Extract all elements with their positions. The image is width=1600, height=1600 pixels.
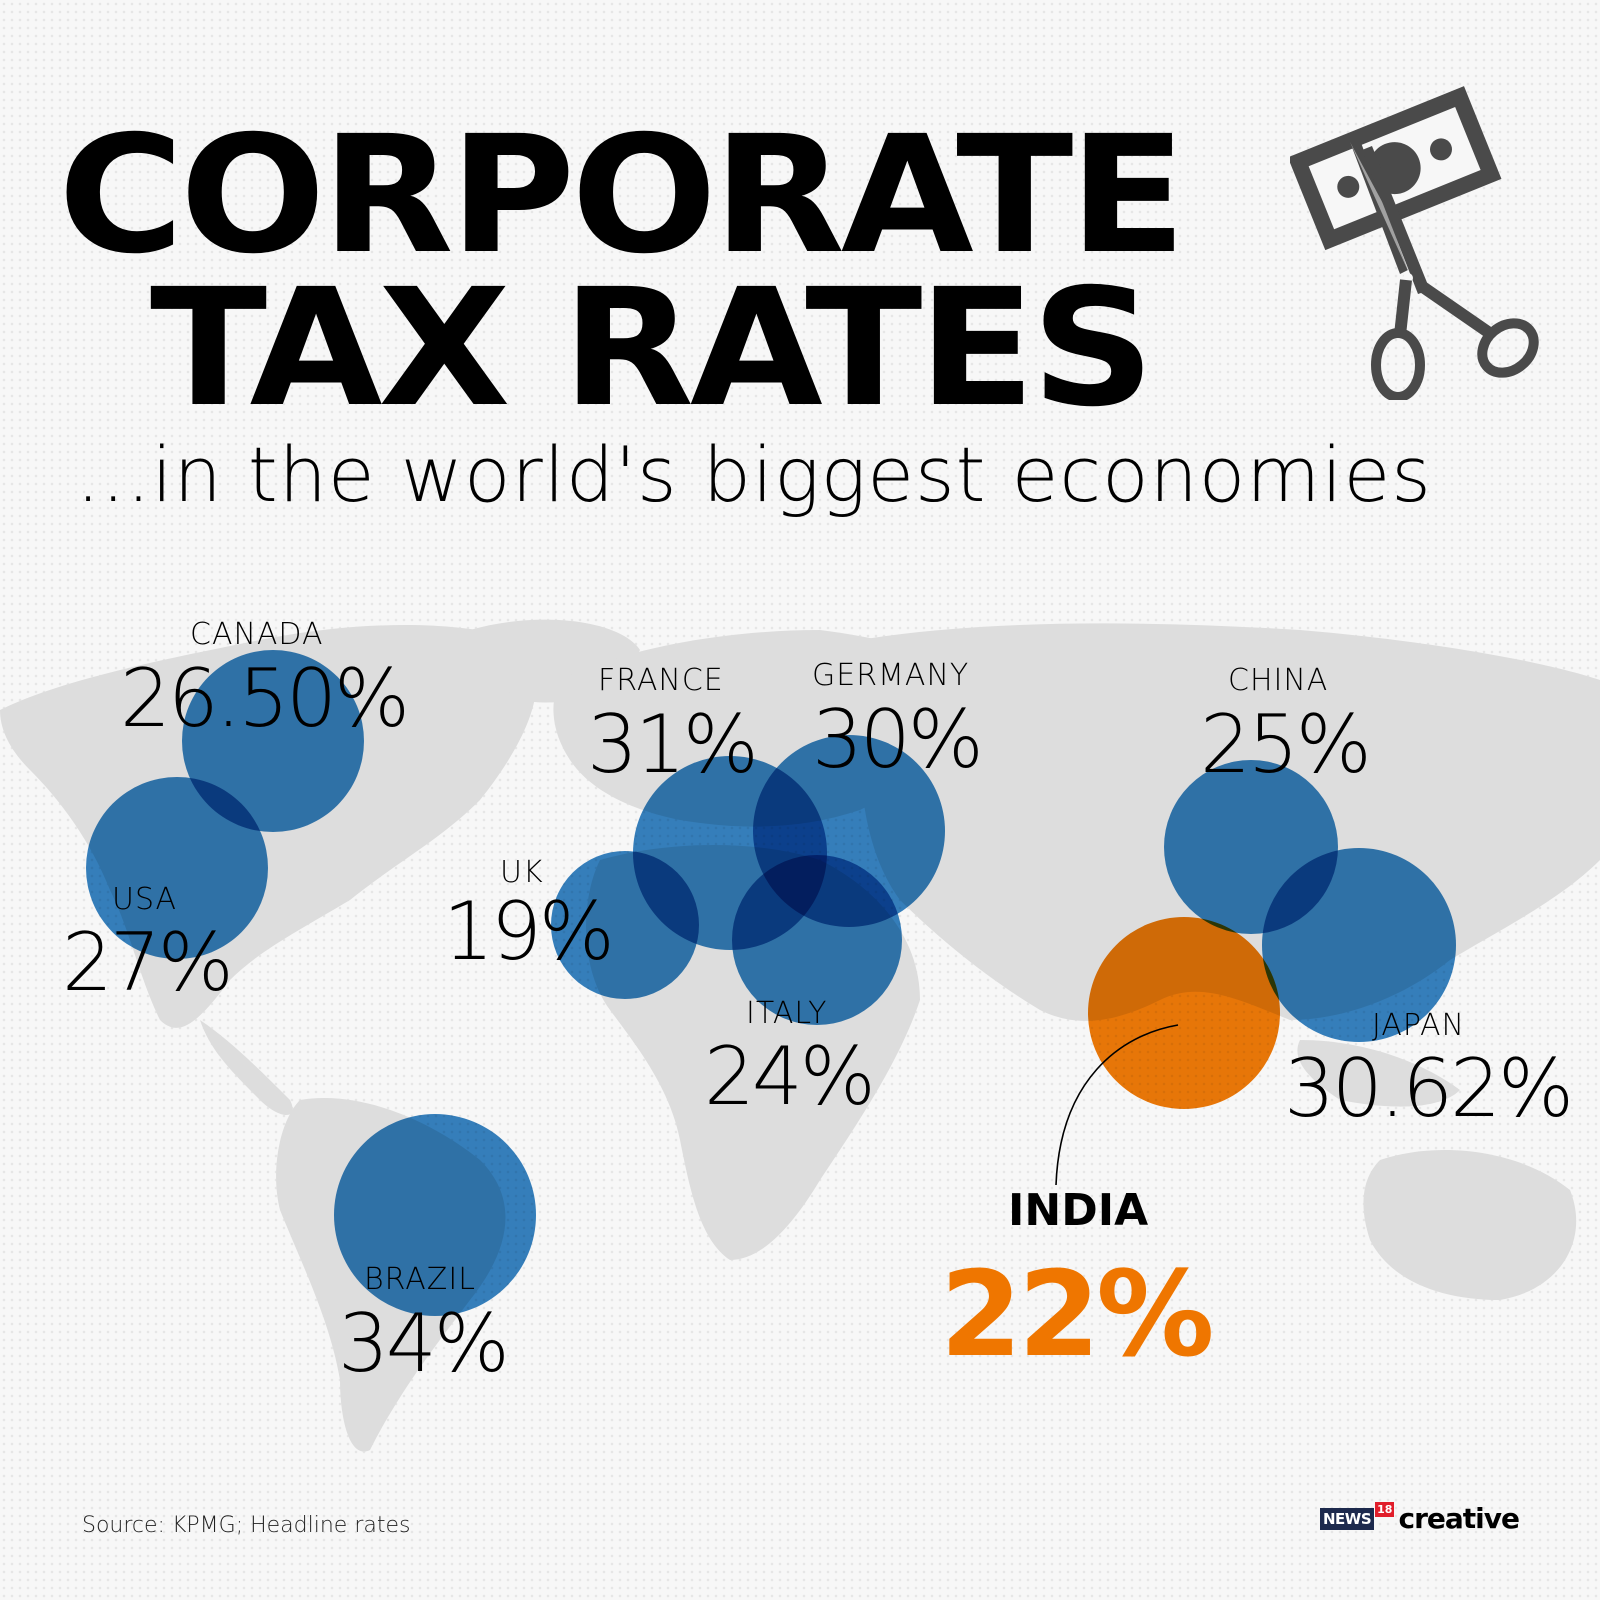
label-brazil-name: BRAZIL bbox=[364, 1262, 476, 1297]
title-line-2: TAX RATES bbox=[150, 255, 1155, 443]
label-uk-rate: 19% bbox=[443, 885, 615, 978]
bubble-usa[interactable] bbox=[86, 777, 268, 959]
label-germany-name: GERMANY bbox=[812, 658, 970, 693]
label-uk-name: UK bbox=[500, 855, 544, 890]
label-india-rate: 22% bbox=[940, 1245, 1214, 1383]
label-canada-name: CANADA bbox=[190, 617, 324, 652]
subtitle: ...in the world's biggest economies bbox=[76, 430, 1432, 519]
title-line-1: CORPORATE bbox=[58, 102, 1186, 290]
label-italy-name: ITALY bbox=[746, 996, 828, 1031]
logo-news-text: NEWS bbox=[1320, 1507, 1375, 1530]
label-china-rate: 25% bbox=[1200, 698, 1372, 791]
bubble-brazil[interactable] bbox=[334, 1114, 536, 1316]
label-italy-rate: 24% bbox=[704, 1030, 876, 1123]
label-france-rate: 31% bbox=[587, 698, 759, 791]
label-brazil-rate: 34% bbox=[338, 1297, 510, 1390]
bubble-japan[interactable] bbox=[1262, 848, 1456, 1042]
label-germany-rate: 30% bbox=[812, 693, 984, 786]
bubble-india[interactable] bbox=[1088, 917, 1280, 1109]
india-callout-line bbox=[1055, 1024, 1179, 1186]
logo-18-badge: 18 bbox=[1375, 1502, 1395, 1517]
label-canada-rate: 26.50% bbox=[120, 652, 410, 745]
label-india-name: INDIA bbox=[1008, 1185, 1149, 1236]
label-china-name: CHINA bbox=[1228, 663, 1329, 698]
label-france-name: FRANCE bbox=[598, 663, 724, 698]
label-usa-rate: 27% bbox=[62, 916, 234, 1009]
label-japan-rate: 30.62% bbox=[1284, 1042, 1574, 1135]
news18-creative-logo: NEWS 18 creative bbox=[1320, 1502, 1520, 1535]
label-usa-name: USA bbox=[112, 882, 178, 917]
bubble-italy[interactable] bbox=[732, 855, 902, 1025]
logo-creative-text: creative bbox=[1398, 1502, 1520, 1535]
source-note: Source: KPMG; Headline rates bbox=[82, 1513, 411, 1538]
money-scissors-icon bbox=[1287, 80, 1550, 402]
label-japan-name: JAPAN bbox=[1372, 1008, 1465, 1043]
